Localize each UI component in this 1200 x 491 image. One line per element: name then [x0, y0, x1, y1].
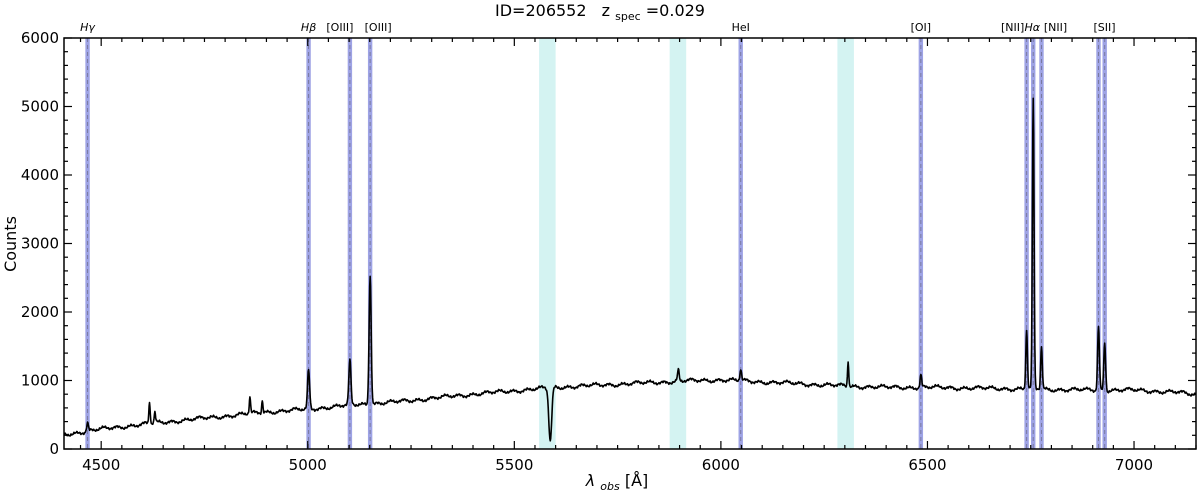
y-tick-label-6: 5000	[21, 98, 59, 116]
sky-band-3	[837, 38, 854, 449]
y-tick-label-1: 0	[49, 440, 59, 458]
x-tick-label-4: 6000	[702, 456, 740, 474]
spectrum-series-line	[63, 97, 1197, 442]
x-tick-label-3: 5500	[495, 456, 533, 474]
emission-label-7: [NII]	[1001, 21, 1024, 34]
emission-label-5: HeI	[732, 21, 750, 34]
emission-line-layer	[85, 38, 1107, 449]
x-axis-label: λ obs [Å]	[585, 471, 649, 491]
x-tick-label-1: 4500	[82, 456, 120, 474]
title-z-subscript: spec	[615, 10, 641, 23]
tick-layer	[64, 37, 1197, 450]
emission-label-10: [SII]	[1093, 21, 1115, 34]
x-axis-label-subscript: obs	[600, 480, 620, 491]
y-tick-label-3: 2000	[21, 303, 59, 321]
title-z-symbol: z	[602, 1, 610, 20]
title-z-value: =0.029	[646, 1, 705, 20]
label-layer: Hγ Hβ [OIII] [OIII] HeI [OI] [NII] Hα [NII] [SII]…	[21, 21, 1153, 474]
emission-label-6: [OI]	[911, 21, 932, 34]
emission-label-1: Hγ	[80, 21, 95, 34]
x-axis-label-symbol: λ	[585, 471, 595, 490]
y-tick-label-2: 1000	[21, 372, 59, 390]
x-axis-label-unit: [Å]	[625, 471, 648, 490]
sky-band-2	[669, 38, 687, 449]
y-tick-label-5: 4000	[21, 166, 59, 184]
emission-label-8: Hα	[1024, 21, 1040, 34]
sky-band-layer	[539, 38, 854, 449]
chart-title: ID=206552 z spec =0.029	[495, 1, 705, 24]
x-tick-label-2: 5000	[289, 456, 327, 474]
x-tick-label-5: 6500	[908, 456, 946, 474]
y-tick-label-7: 6000	[21, 29, 59, 47]
y-axis-label: Counts	[1, 216, 20, 272]
x-tick-label-6: 7000	[1115, 456, 1153, 474]
title-id: ID=206552	[495, 1, 587, 20]
emission-label-4: [OIII]	[365, 21, 392, 34]
y-tick-label-4: 3000	[21, 235, 59, 253]
emission-label-9: [NII]	[1044, 21, 1067, 34]
emission-label-2: Hβ	[301, 21, 316, 34]
sky-band-1	[539, 38, 556, 449]
emission-label-3: [OIII]	[326, 21, 353, 34]
